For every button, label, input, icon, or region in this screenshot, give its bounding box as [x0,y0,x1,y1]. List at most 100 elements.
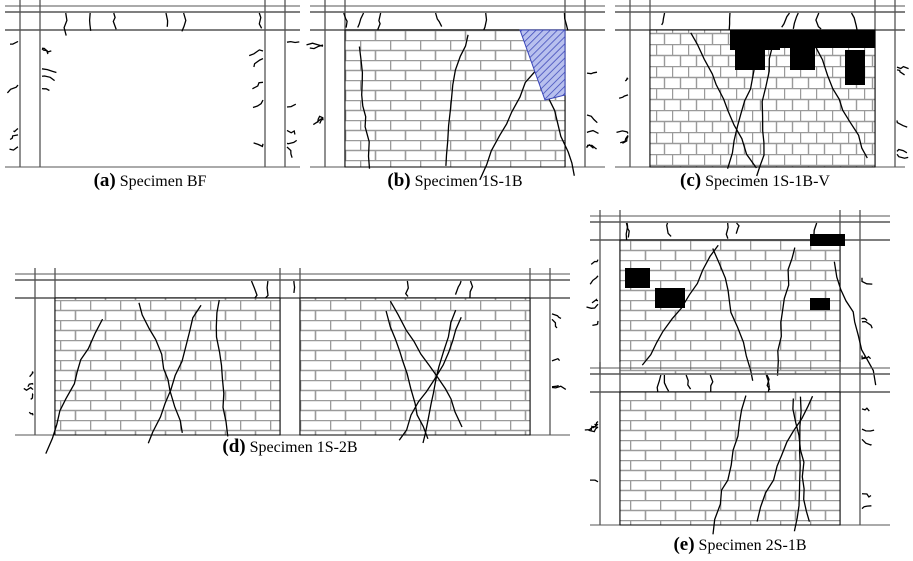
crack [552,359,560,361]
crack [254,59,263,67]
caption-label: (b) [387,170,410,191]
crack [862,506,871,509]
spalling [765,30,875,48]
page: (a) Specimen BF (b) Specimen 1S-1B (c) Spe… [0,0,913,561]
spalling [790,48,815,70]
caption: (b) Specimen 1S-1B [387,170,522,191]
crack [10,147,19,150]
crack [897,120,907,127]
crack [254,143,263,147]
crack [793,13,798,29]
spalling [735,48,765,70]
crack [28,384,33,387]
crack [259,13,261,28]
crack [253,100,263,107]
infill [300,298,530,435]
caption-label: (d) [222,436,245,457]
caption-text: Specimen 2S-1B [699,537,807,554]
crack [592,321,598,325]
crack [816,13,821,29]
crack [587,115,597,123]
crack [862,494,871,497]
crack [251,281,257,299]
crack [587,131,599,134]
crack [552,319,557,328]
crack [42,69,56,73]
crack [726,223,728,239]
crack [287,130,295,134]
crack [619,95,628,98]
frames [5,0,909,534]
crack [729,13,730,30]
crack [590,276,598,284]
crack [436,13,442,27]
crack [591,260,598,265]
caption: (d) Specimen 1S-2B [222,436,357,457]
crack [862,429,874,431]
crack [862,278,872,284]
crack [625,78,628,81]
crack [897,70,905,75]
crack [406,281,409,297]
crack [862,318,867,320]
crack [662,13,665,25]
crack [113,13,116,29]
infill [55,298,280,435]
crack [42,76,55,81]
crack [552,314,561,318]
crack [307,43,324,46]
crack [862,322,872,329]
crack [252,82,263,88]
crack [456,281,462,295]
caption-text: Specimen 1S-2B [250,439,358,456]
crack [378,13,381,30]
crack [587,72,597,74]
crack [664,375,668,391]
crack [782,13,790,27]
crack [10,135,18,140]
crack [592,300,598,303]
crack [710,375,713,393]
crack [31,395,33,400]
caption: (a) Specimen BF [94,170,207,191]
figure: (a) Specimen BF (b) Specimen 1S-1B (c) Spe… [0,0,913,561]
spalling [625,268,650,288]
caption-label: (c) [680,170,701,191]
crack [897,67,909,69]
crack [587,304,599,308]
spalling [845,50,865,85]
crack [862,408,869,411]
crack [552,385,558,387]
crack [7,85,18,93]
crack [852,13,858,30]
crack [667,223,671,236]
crack [30,372,33,377]
crack [470,281,473,298]
crack [249,50,263,56]
caption-label: (e) [673,534,694,555]
crack [10,42,18,44]
crack [29,412,33,415]
crack [736,223,739,234]
crack [862,439,871,445]
caption-text: Specimen 1S-1B [415,173,523,190]
crack [358,13,364,28]
caption-text: Specimen BF [120,173,207,190]
spalling [810,298,830,310]
crack [265,281,268,298]
crack [617,131,629,134]
crack [897,150,907,153]
crack [287,42,299,43]
crack [64,13,67,36]
crack [166,13,168,27]
caption: (c) Specimen 1S-1B-V [680,170,830,191]
crack [294,281,295,293]
crack [42,89,49,91]
crack [590,480,598,482]
crack [24,388,33,391]
caption-label: (a) [94,170,116,191]
crack [287,140,297,143]
crack [287,104,296,107]
crack [14,128,19,131]
caption: (e) Specimen 2S-1B [673,534,806,555]
